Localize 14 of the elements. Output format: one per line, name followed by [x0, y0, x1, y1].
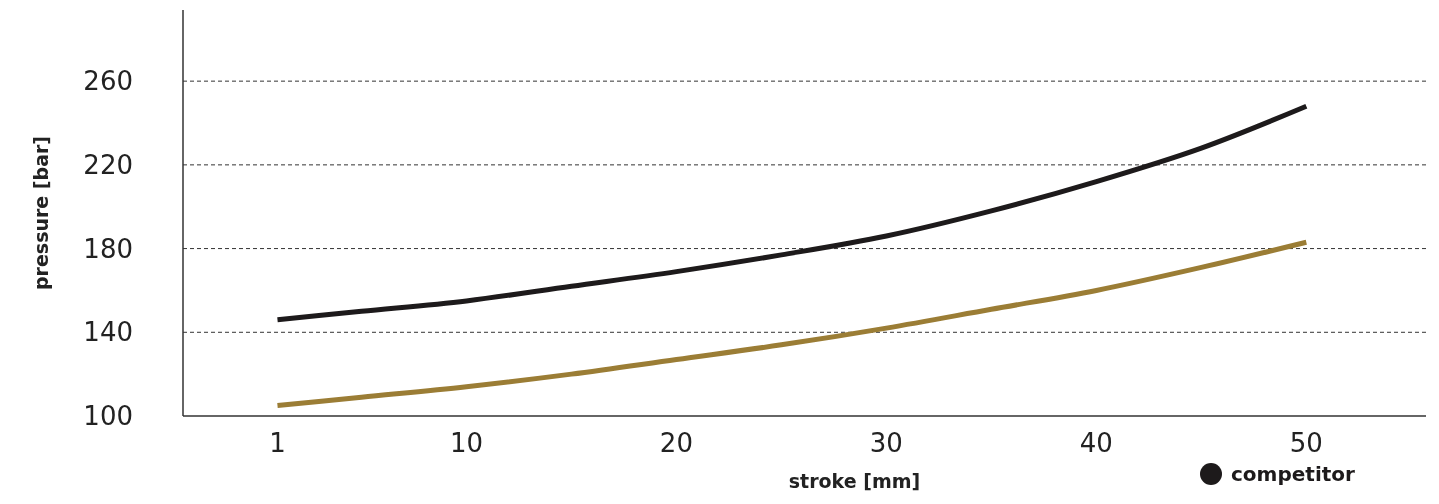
x-tick-label: 10: [449, 428, 483, 458]
y-tick-label: 100: [83, 401, 133, 432]
y-tick-label: 140: [83, 317, 133, 348]
y-tick-label: 180: [83, 233, 133, 264]
x-tick-label: 30: [869, 428, 903, 458]
y-tick-label: 260: [83, 66, 133, 97]
x-tick-label: 40: [1079, 428, 1113, 458]
x-tick-label: 1: [269, 428, 286, 458]
legend-label: competitor: [1231, 462, 1356, 486]
x-tick-label: 50: [1289, 428, 1323, 458]
y-tick-label: 220: [83, 149, 133, 180]
x-axis-title: stroke [mm]: [788, 470, 921, 492]
x-tick-label: 20: [659, 428, 693, 458]
y-axis-title: pressure [bar]: [30, 135, 52, 291]
